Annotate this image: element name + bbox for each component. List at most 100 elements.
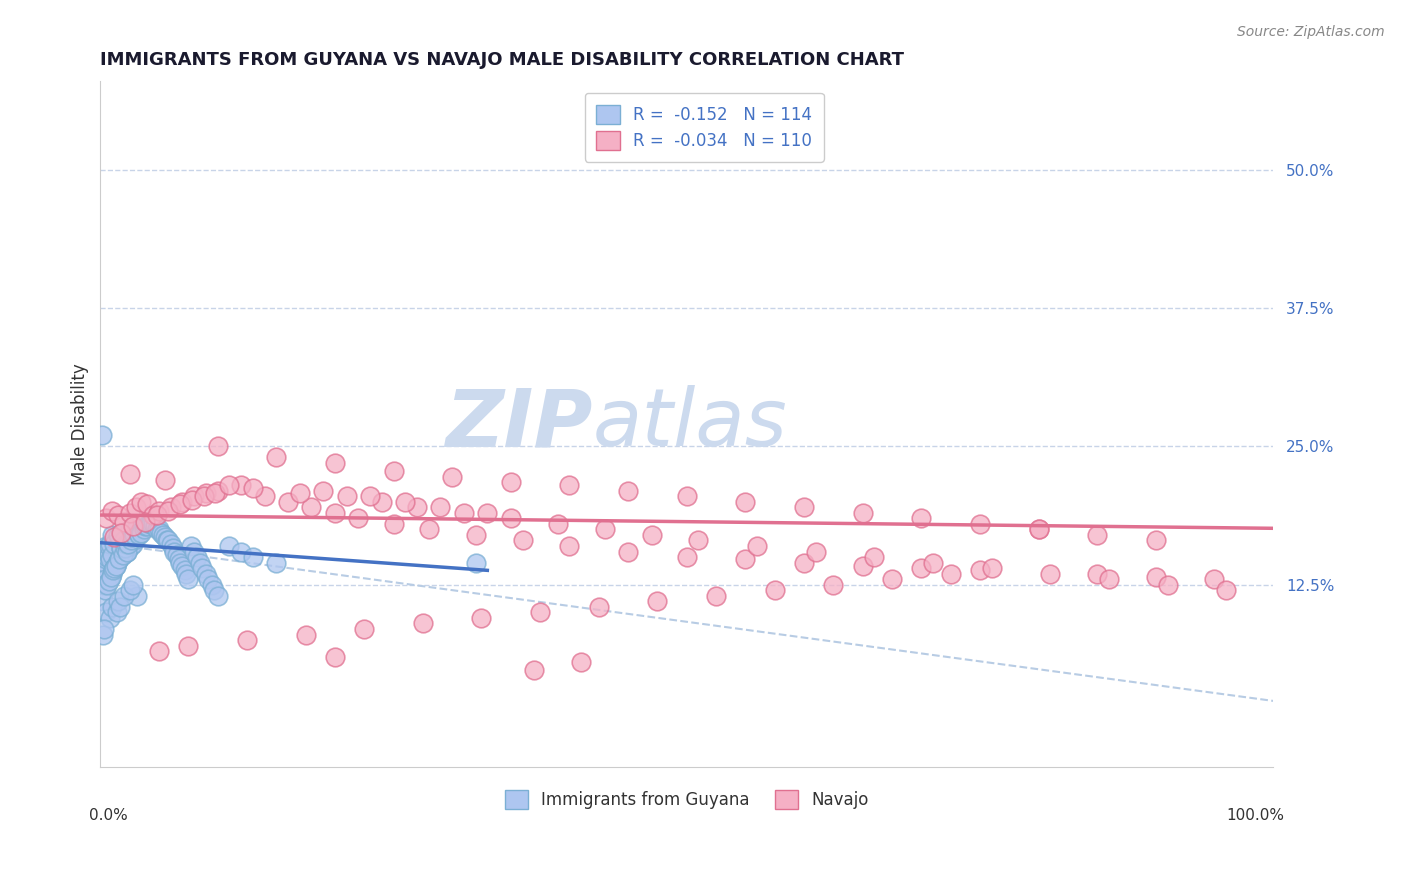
Point [104,558,127,573]
Point [558,539,581,553]
Point [105,556,128,570]
Point [134,519,156,533]
Point [159,500,181,515]
Point [173,563,195,577]
Point [353,622,375,636]
Point [464,556,486,570]
Point [101,548,124,562]
Point [704,589,727,603]
Point [412,616,434,631]
Point [103,561,125,575]
Point [145,523,167,537]
Point [852,558,875,573]
Point [1215,583,1237,598]
Point [371,495,394,509]
Point [117,544,139,558]
Point [156,533,179,548]
Point [201,578,224,592]
Point [863,550,886,565]
Text: IMMIGRANTS FROM GUYANA VS NAVAJO MALE DISABILITY CORRELATION CHART: IMMIGRANTS FROM GUYANA VS NAVAJO MALE DI… [100,51,904,69]
Point [117,544,139,558]
Point [640,528,662,542]
Point [98,552,121,566]
Point [124,528,146,542]
Point [150,525,173,540]
Point [336,489,359,503]
Point [647,594,669,608]
Point [939,566,962,581]
Point [675,489,697,503]
Point [418,523,440,537]
Point [124,500,146,515]
Point [94,583,117,598]
Point [93,578,115,592]
Point [96,544,118,558]
Point [157,503,180,517]
Point [429,500,451,515]
Point [477,506,499,520]
Text: ZIP: ZIP [446,385,593,463]
Point [124,530,146,544]
Point [264,556,287,570]
Point [406,500,429,515]
Point [186,550,208,565]
Point [804,544,827,558]
Point [910,561,932,575]
Point [108,552,131,566]
Point [499,475,522,489]
Point [382,516,405,531]
Point [1144,533,1167,548]
Point [94,556,117,570]
Point [112,533,135,548]
Point [107,508,129,522]
Point [793,556,815,570]
Point [96,511,118,525]
Point [96,539,118,553]
Point [110,541,132,556]
Point [793,500,815,515]
Point [347,511,370,525]
Point [122,519,145,533]
Point [558,478,581,492]
Point [1156,578,1178,592]
Point [91,566,114,581]
Point [734,495,756,509]
Text: Source: ZipAtlas.com: Source: ZipAtlas.com [1237,25,1385,39]
Point [1204,572,1226,586]
Point [675,550,697,565]
Point [242,482,264,496]
Point [191,561,214,575]
Text: atlas: atlas [593,385,787,463]
Point [142,516,165,531]
Point [207,589,229,603]
Point [1085,566,1108,581]
Point [121,530,143,544]
Point [588,599,610,614]
Point [218,478,240,492]
Point [183,489,205,503]
Point [138,516,160,531]
Point [523,663,546,677]
Point [101,566,124,581]
Point [124,533,146,548]
Point [139,516,162,531]
Point [194,566,217,581]
Point [148,523,170,537]
Point [148,503,170,517]
Point [204,486,226,500]
Text: 100.0%: 100.0% [1227,808,1285,823]
Point [148,644,170,658]
Point [108,552,131,566]
Point [969,563,991,577]
Point [1028,523,1050,537]
Point [122,537,145,551]
Point [169,497,191,511]
Point [218,539,240,553]
Point [118,523,141,537]
Point [104,558,127,573]
Point [188,556,211,570]
Point [101,528,124,542]
Legend: Immigrants from Guyana, Navajo: Immigrants from Guyana, Navajo [494,778,880,821]
Point [529,606,551,620]
Text: 0.0%: 0.0% [89,808,128,823]
